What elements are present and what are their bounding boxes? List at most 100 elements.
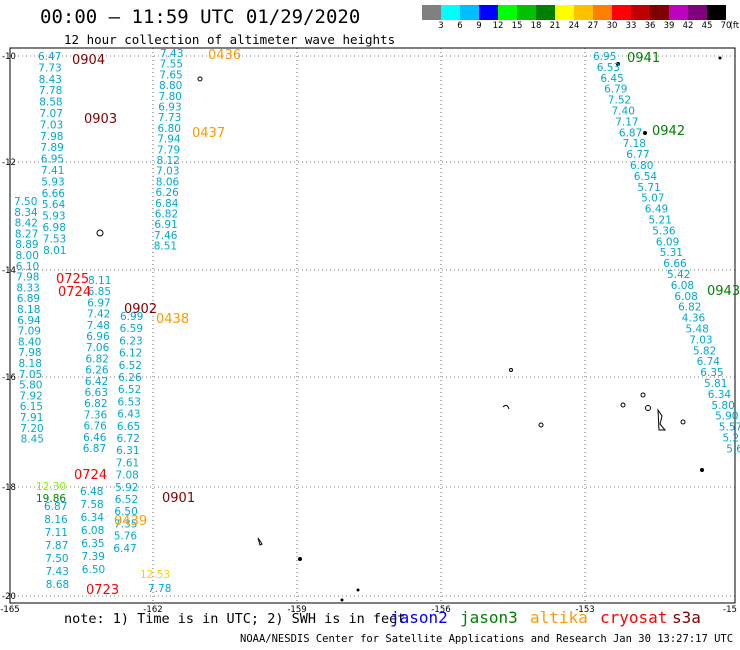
color-scale-swatch	[612, 5, 631, 20]
longitude-label: -153	[575, 605, 594, 615]
wave-height-tracks: 6.477.738.437.788.587.077.037.987.896.95…	[14, 48, 740, 591]
pass-time-label: 0438	[156, 312, 189, 327]
wave-height-value: 12.30	[36, 481, 66, 493]
wave-height-value: 5.71	[637, 182, 660, 194]
wave-height-value: 6.47	[113, 543, 136, 555]
wave-height-value: 8.12	[157, 155, 180, 167]
wave-height-value: 6.53	[118, 396, 141, 408]
wave-height-value: 7.50	[45, 553, 68, 565]
color-scale-swatch	[555, 5, 574, 20]
longitude-label: -162	[143, 605, 162, 615]
map-gridlines	[10, 48, 735, 603]
wave-height-value: 7.42	[87, 309, 110, 321]
wave-height-value: 7.43	[46, 566, 69, 578]
wave-height-value: 7.07	[40, 108, 63, 120]
color-scale-label: 39	[663, 21, 675, 31]
wave-height-value: 5.81	[704, 378, 727, 390]
wave-height-value: 7.98	[16, 272, 39, 284]
wave-height-value: 6.08	[674, 291, 697, 303]
wave-height-value: 12.53	[140, 569, 170, 581]
wave-height-value: 8.06	[156, 176, 180, 188]
island-mark	[620, 402, 626, 408]
wave-height-value: 8.27	[15, 228, 38, 240]
wave-height-value: 7.35	[114, 518, 137, 530]
latitude-label: -10	[2, 52, 16, 62]
island-mark	[645, 405, 651, 411]
wave-height-value: 6.63	[85, 387, 108, 399]
wave-height-value: 8.18	[17, 304, 40, 316]
pass-time-label: 0903	[84, 112, 117, 127]
wave-height-value: 6.94	[17, 315, 41, 327]
wave-height-value: 7.17	[615, 116, 638, 128]
island-mark	[502, 404, 510, 410]
color-scale-label: 36	[644, 21, 656, 31]
wave-height-value: 6.80	[630, 160, 653, 172]
color-scale-label: 42	[682, 21, 694, 31]
wave-height-value: 7.39	[82, 551, 105, 563]
color-scale-label: 27	[587, 21, 599, 31]
longitude-label: -15	[723, 605, 737, 615]
wave-height-value: 7.43	[160, 48, 183, 60]
color-scale-label: 24	[568, 21, 580, 31]
wave-height-value: 6.82	[86, 353, 109, 365]
map-axis-labels: -10 -12 -14 -16 -18 -20 -165 -162 -159 -156 -153 -1…	[0, 52, 737, 615]
wave-height-value: 7.11	[45, 527, 68, 539]
wave-height-value: 8.43	[39, 74, 62, 86]
wave-height-value: 5.80	[711, 400, 734, 412]
latitude-label: -18	[2, 483, 16, 493]
color-scale-swatch	[441, 5, 460, 20]
page-subtitle: 12 hour collection of altimeter wave hei…	[64, 32, 396, 47]
legend-s3a: s3a	[672, 608, 701, 627]
latitude-label: -14	[2, 266, 16, 276]
wave-height-value: 6.85	[88, 286, 111, 298]
wave-height-value: 6.65	[117, 421, 140, 433]
color-scale-swatch	[669, 5, 688, 20]
island-mark	[509, 368, 513, 372]
wave-height-value: 8.42	[15, 218, 38, 230]
footer-note: note: 1) Time is in UTC; 2) SWH is in fe…	[64, 611, 406, 627]
wave-height-value: 6.31	[116, 445, 139, 457]
wave-height-value: 6.26	[85, 365, 109, 377]
wave-height-value: 8.34	[14, 207, 38, 219]
pass-time-label: 0901	[162, 491, 195, 506]
color-scale-swatch	[460, 5, 479, 20]
color-scale-swatch	[593, 5, 612, 20]
island-mark	[643, 131, 647, 135]
pass-time-labels: 0904090307250724090207240901072304360437…	[56, 48, 740, 598]
wave-height-value: 6.50	[114, 506, 137, 518]
wave-height-value: 8.89	[15, 239, 38, 251]
wave-height-value: 7.05	[19, 369, 42, 381]
wave-height-value: 5.93	[41, 176, 64, 188]
wave-height-value: 7.18	[623, 138, 646, 150]
color-scale-label: 9	[476, 21, 482, 31]
color-scale-swatch	[631, 5, 650, 20]
wave-height-value: 6.34	[81, 512, 105, 524]
pass-time-label: 0941	[627, 51, 660, 66]
wave-height-value: 6.54	[634, 171, 658, 183]
wave-height-value: 5.92	[115, 482, 138, 494]
wave-height-value: 7.78	[39, 85, 62, 97]
map-frame	[9, 47, 736, 604]
wave-height-value: 6.08	[81, 525, 104, 537]
wave-height-value: 7.79	[157, 144, 180, 156]
wave-height-value: 6.66	[42, 188, 66, 200]
island-mark	[197, 76, 203, 82]
wave-height-value: 7.73	[158, 112, 181, 124]
island-mark	[257, 537, 263, 546]
wave-height-value: 7.41	[41, 165, 64, 177]
pass-time-label: 0723	[86, 583, 119, 598]
pass-time-label: 0943	[707, 284, 740, 299]
wave-height-value: 7.65	[159, 69, 182, 81]
wave-height-value: 6.87	[83, 443, 106, 455]
longitude-label: -156	[431, 605, 450, 615]
wave-height-value: 6.49	[645, 204, 668, 216]
wave-height-value: 6.74	[697, 356, 721, 368]
island-mark	[96, 229, 104, 237]
wave-height-value: 7.03	[156, 166, 179, 178]
wave-height-value: 5.93	[42, 211, 65, 223]
color-scale-swatch	[479, 5, 498, 20]
wave-height-value: 5.57	[719, 422, 740, 434]
wave-height-value: 6.77	[626, 149, 649, 161]
